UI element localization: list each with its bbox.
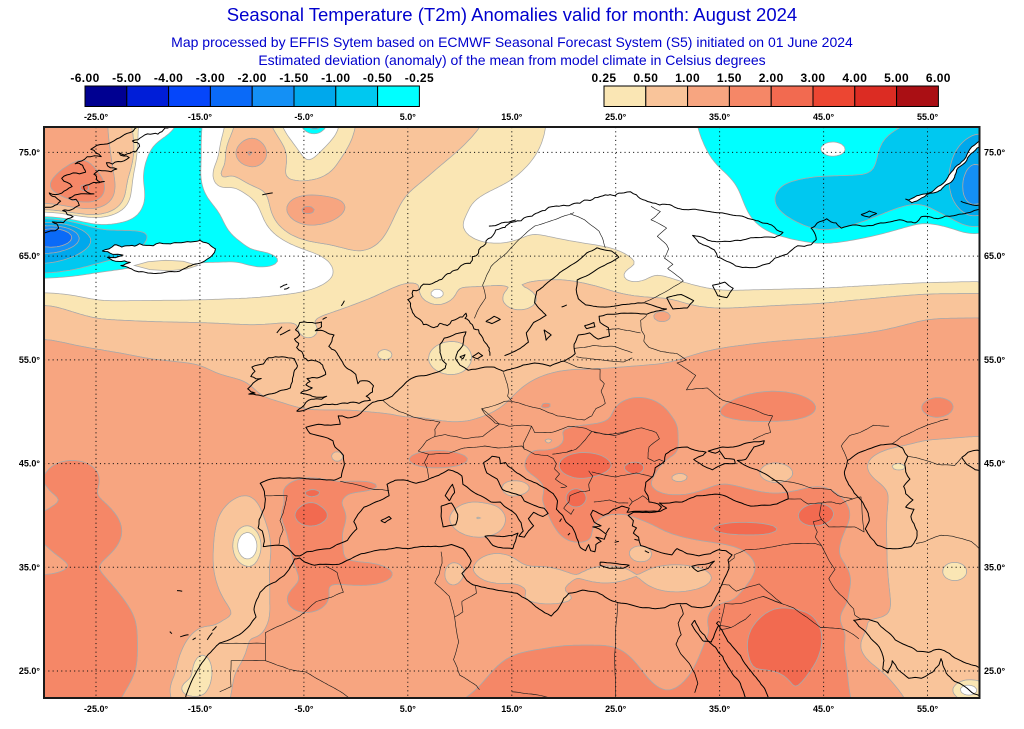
- svg-text:Map processed by EFFIS Sytem b: Map processed by EFFIS Sytem based on EC…: [171, 34, 853, 50]
- svg-text:-2.00: -2.00: [238, 71, 267, 85]
- svg-text:0.25: 0.25: [592, 71, 617, 85]
- svg-text:-0.50: -0.50: [363, 71, 392, 85]
- svg-text:45.0°: 45.0°: [813, 112, 835, 122]
- svg-text:15.0°: 15.0°: [501, 704, 523, 714]
- svg-text:25.0°: 25.0°: [605, 112, 627, 122]
- svg-text:-1.00: -1.00: [321, 71, 350, 85]
- svg-text:5.0°: 5.0°: [400, 112, 417, 122]
- svg-text:-4.00: -4.00: [154, 71, 183, 85]
- svg-text:45.0°: 45.0°: [984, 459, 1006, 469]
- svg-text:-1.50: -1.50: [279, 71, 308, 85]
- svg-text:-5.00: -5.00: [112, 71, 141, 85]
- svg-text:3.00: 3.00: [801, 71, 826, 85]
- svg-text:1.50: 1.50: [717, 71, 742, 85]
- svg-text:15.0°: 15.0°: [501, 112, 523, 122]
- svg-text:35.0°: 35.0°: [709, 112, 731, 122]
- svg-text:5.00: 5.00: [884, 71, 909, 85]
- svg-text:4.00: 4.00: [842, 71, 867, 85]
- svg-text:-15.0°: -15.0°: [188, 112, 213, 122]
- svg-text:55.0°: 55.0°: [917, 704, 939, 714]
- svg-text:-25.0°: -25.0°: [84, 112, 109, 122]
- svg-text:-0.25: -0.25: [405, 71, 434, 85]
- svg-text:-3.00: -3.00: [196, 71, 225, 85]
- svg-text:25.0°: 25.0°: [19, 666, 41, 676]
- svg-text:-25.0°: -25.0°: [84, 704, 109, 714]
- svg-text:-6.00: -6.00: [70, 71, 99, 85]
- svg-text:-15.0°: -15.0°: [188, 704, 213, 714]
- svg-text:2.00: 2.00: [759, 71, 784, 85]
- svg-text:0.50: 0.50: [633, 71, 658, 85]
- svg-text:Seasonal Temperature (T2m) Ano: Seasonal Temperature (T2m) Anomalies val…: [227, 4, 797, 25]
- svg-text:65.0°: 65.0°: [19, 251, 41, 261]
- svg-text:6.00: 6.00: [926, 71, 951, 85]
- svg-text:45.0°: 45.0°: [813, 704, 835, 714]
- svg-text:25.0°: 25.0°: [605, 704, 627, 714]
- svg-text:25.0°: 25.0°: [984, 666, 1006, 676]
- svg-text:55.0°: 55.0°: [19, 355, 41, 365]
- svg-text:Estimated deviation (anomaly): Estimated deviation (anomaly) of the mea…: [258, 52, 765, 68]
- svg-text:75.0°: 75.0°: [19, 147, 41, 157]
- svg-text:35.0°: 35.0°: [984, 562, 1006, 572]
- svg-text:65.0°: 65.0°: [984, 251, 1006, 261]
- svg-text:5.0°: 5.0°: [400, 704, 417, 714]
- svg-text:35.0°: 35.0°: [709, 704, 731, 714]
- svg-text:75.0°: 75.0°: [984, 147, 1006, 157]
- svg-text:45.0°: 45.0°: [19, 459, 41, 469]
- svg-text:55.0°: 55.0°: [917, 112, 939, 122]
- svg-text:1.00: 1.00: [675, 71, 700, 85]
- svg-text:-5.0°: -5.0°: [294, 704, 314, 714]
- svg-text:35.0°: 35.0°: [19, 562, 41, 572]
- svg-text:55.0°: 55.0°: [984, 355, 1006, 365]
- svg-text:-5.0°: -5.0°: [294, 112, 314, 122]
